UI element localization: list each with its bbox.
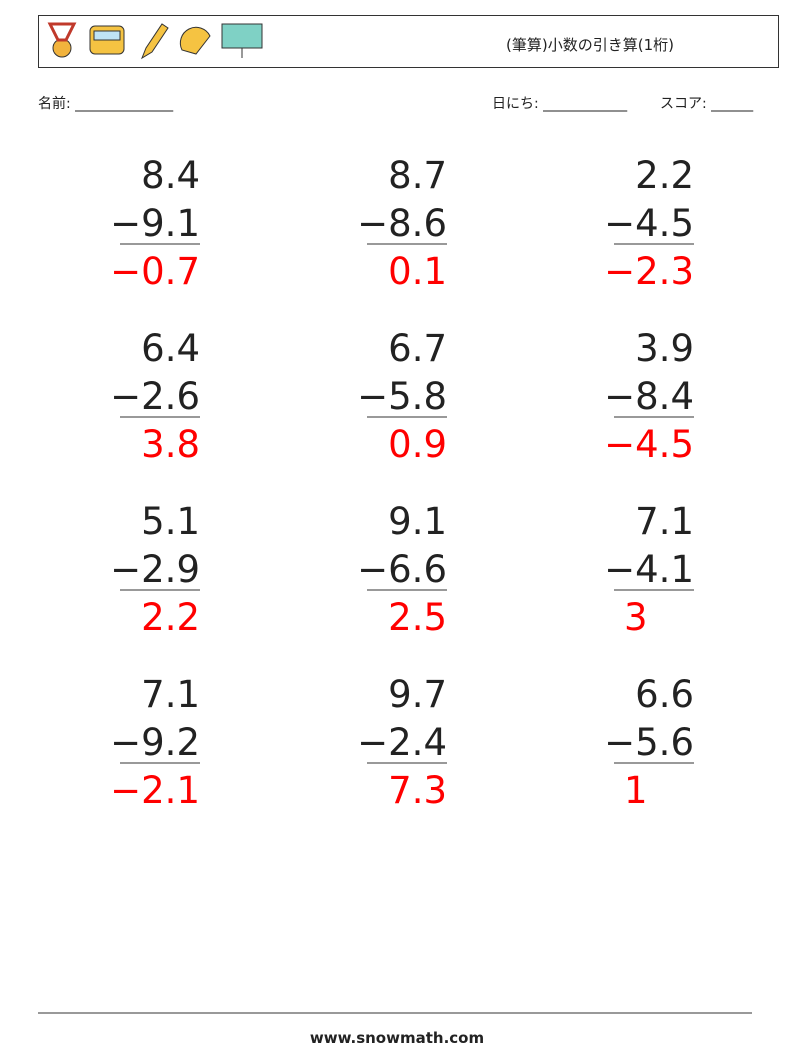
subtrahend: −2.9 (110, 548, 200, 591)
date-field: 日にち: ____________ (492, 96, 628, 112)
answer: −2.1 (110, 769, 200, 812)
subtrahend: −2.4 (357, 721, 447, 764)
answer: −4.5 (604, 423, 694, 466)
subtrahend: −2.6 (110, 375, 200, 418)
subtrahend: −8.6 (357, 202, 447, 245)
minuend: 8.4 (141, 154, 200, 197)
minuend: 3.9 (635, 327, 694, 370)
subtrahend: −5.6 (604, 721, 694, 764)
answer: 0.9 (388, 423, 447, 466)
subtrahend: −6.6 (357, 548, 447, 591)
subtrahend: −4.5 (604, 202, 694, 245)
score-field: スコア: ______ (660, 96, 754, 112)
subtrahend: −9.1 (110, 202, 200, 245)
problems: 8.4 −9.1 −0.7 8.7 −8.6 0.1 2.2 −4.5 −2.3 6.4 −2.6 3… (110, 154, 694, 812)
minuend: 7.1 (635, 500, 694, 543)
subtrahend: −8.4 (604, 375, 694, 418)
answer: 1 (624, 769, 648, 812)
icons (47, 22, 263, 60)
minuend: 9.1 (388, 500, 447, 543)
name-field: 名前: ______________ (38, 95, 174, 112)
minuend: 6.7 (388, 327, 447, 370)
minuend: 9.7 (388, 673, 447, 716)
answer: 7.3 (388, 769, 447, 812)
title: (筆算)小数の引き算(1桁) (506, 36, 674, 54)
header-box (38, 15, 779, 68)
minuend: 6.6 (635, 673, 694, 716)
minuend: 6.4 (141, 327, 200, 370)
answer: 3 (624, 596, 648, 639)
answer: 2.5 (388, 596, 447, 639)
answer: −2.3 (604, 250, 694, 293)
minuend: 5.1 (141, 500, 200, 543)
answer: −0.7 (110, 250, 200, 293)
footer: www.snowmath.com (310, 1029, 484, 1047)
minuend: 7.1 (141, 673, 200, 716)
subtrahend: −9.2 (110, 721, 200, 764)
subtrahend: −4.1 (604, 548, 694, 591)
answer: 2.2 (141, 596, 200, 639)
answer: 0.1 (388, 250, 447, 293)
answer: 3.8 (141, 423, 200, 466)
minuend: 2.2 (635, 154, 694, 197)
subtrahend: −5.8 (357, 375, 447, 418)
minuend: 8.7 (388, 154, 447, 197)
